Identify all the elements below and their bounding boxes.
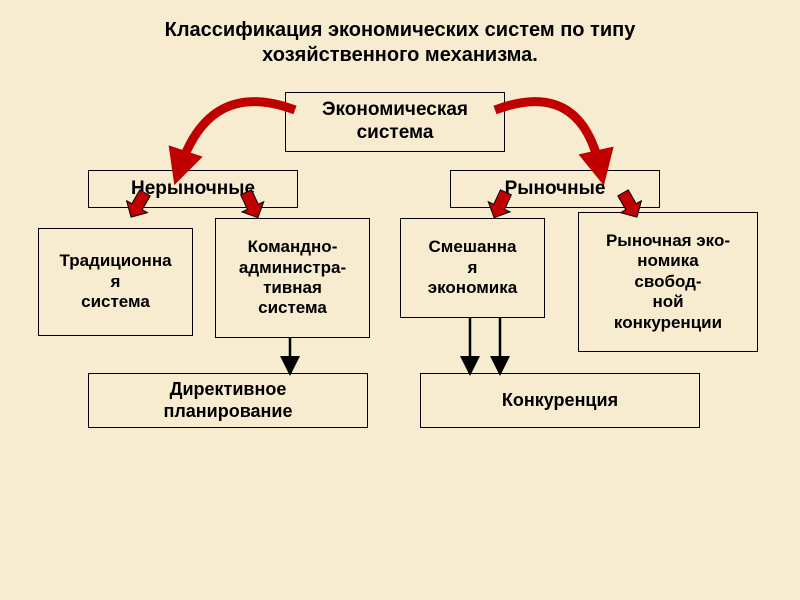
- diagram-canvas: Классификация экономических систем по ти…: [0, 0, 800, 600]
- curved-arrow-right: [495, 102, 600, 168]
- arrows-layer: [0, 0, 800, 600]
- curved-arrow-left: [180, 102, 295, 168]
